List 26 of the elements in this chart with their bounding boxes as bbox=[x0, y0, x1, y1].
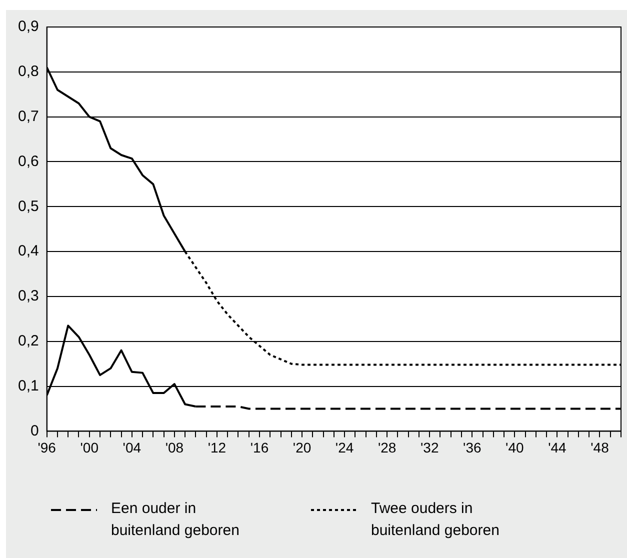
y-tick-label: 0,6 bbox=[18, 152, 39, 170]
x-tick-label: '12 bbox=[208, 439, 226, 456]
x-tick-label: '24 bbox=[335, 439, 354, 456]
y-tick-label: 0,8 bbox=[18, 63, 39, 80]
x-tick-label: '44 bbox=[548, 439, 567, 456]
legend-label: Een ouder in buitenland geboren bbox=[111, 499, 240, 541]
x-tick-label: '20 bbox=[292, 439, 312, 456]
y-tick-label: 0 bbox=[30, 422, 39, 440]
x-tick-label: '04 bbox=[122, 439, 142, 456]
y-tick-label: 0,3 bbox=[18, 288, 39, 305]
x-tick-label: '08 bbox=[165, 439, 184, 456]
x-tick-label: '28 bbox=[378, 439, 396, 456]
y-tick-label: 0,1 bbox=[18, 377, 39, 394]
x-tick-label: '40 bbox=[506, 439, 524, 456]
y-tick-label: 0,7 bbox=[18, 108, 39, 125]
legend-label: Twee ouders in buitenland geboren bbox=[371, 499, 500, 541]
x-tick-label: '16 bbox=[250, 439, 269, 456]
x-tick-label: '48 bbox=[590, 439, 610, 456]
y-tick-label: 0,4 bbox=[18, 242, 39, 260]
x-tick-label: '96 bbox=[38, 439, 56, 456]
x-tick-label: '32 bbox=[420, 439, 439, 456]
y-tick-label: 0,9 bbox=[18, 18, 39, 36]
x-tick-label: '36 bbox=[463, 439, 482, 456]
x-tick-label: '00 bbox=[80, 439, 99, 456]
y-tick-label: 0,5 bbox=[18, 198, 39, 215]
y-tick-label: 0,2 bbox=[18, 332, 39, 350]
